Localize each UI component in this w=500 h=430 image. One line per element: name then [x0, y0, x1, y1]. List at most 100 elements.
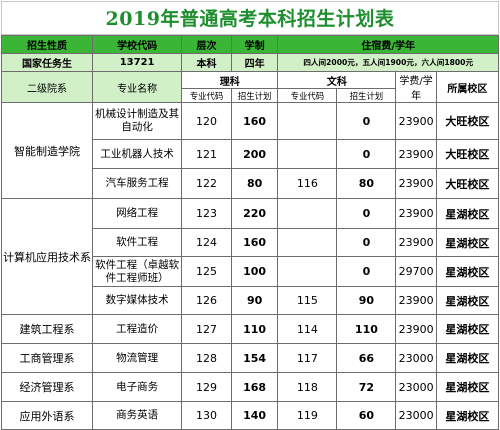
science-plan-cell: 110	[230, 314, 279, 344]
header-row: 招生性质 学校代码 层次 学制 住宿费/学年	[0, 35, 499, 54]
campus-cell: 大旺校区	[435, 139, 500, 169]
header-accommodation-fee: 住宿费/学年	[277, 35, 499, 54]
arts-plan-cell: 72	[336, 372, 397, 402]
arts-code-cell	[277, 102, 338, 140]
table-row: 软件工程（卓越软件工程师班） 125 100 0 29700 星湖校区	[2, 256, 500, 287]
info-row: 国家任务生 13721 本科 四年 四人间2000元，五人间1900元，六人间1…	[0, 53, 499, 72]
table-row: 数字媒体技术 126 90 115 90 23900 星湖校区	[2, 286, 500, 315]
science-plan-cell: 80	[230, 168, 279, 199]
subheader-major: 专业名称	[92, 71, 183, 103]
dept-cell: 经济管理系	[0, 372, 94, 402]
science-plan-cell: 200	[230, 139, 279, 169]
science-plan-cell: 160	[230, 228, 279, 257]
header-level: 层次	[181, 35, 232, 54]
campus-cell: 星湖校区	[435, 198, 500, 229]
tuition-cell: 23000	[395, 343, 437, 373]
tuition-cell: 23900	[395, 286, 437, 315]
table-row: 建筑工程系 工程造价 127 110 114 110 23900 星湖校区	[0, 314, 500, 344]
major-cell: 电子商务	[92, 372, 183, 402]
info-accommodation-fee: 四人间2000元，五人间1900元，六人间1800元	[277, 53, 499, 72]
subheader-science: 理科	[181, 70, 279, 90]
tuition-cell: 23000	[395, 372, 437, 402]
arts-code-cell: 118	[277, 372, 338, 402]
subheader-dept: 二级院系	[0, 71, 94, 103]
tuition-cell: 29700	[395, 256, 437, 287]
science-code-cell: 129	[181, 372, 232, 402]
arts-code-cell: 117	[277, 343, 338, 373]
table-row: 应用外语系 商务英语 130 140 119 60 23000 星湖校区	[0, 401, 500, 430]
science-code-cell: 124	[181, 228, 232, 257]
dept-cell: 工商管理系	[0, 343, 94, 373]
campus-cell: 大旺校区	[435, 102, 500, 140]
major-cell: 软件工程	[92, 228, 183, 257]
tuition-cell: 23900	[395, 139, 437, 169]
enrollment-plan-table: 招生性质 学校代码 层次 学制 住宿费/学年 国家任务生 13721 本科 四年…	[0, 35, 500, 430]
tuition-cell: 23900	[395, 102, 437, 140]
science-plan-cell: 160	[230, 102, 279, 140]
major-cell: 商务英语	[92, 401, 183, 430]
major-cell: 工程造价	[92, 314, 183, 344]
arts-plan-cell: 90	[336, 286, 397, 315]
arts-code-cell: 116	[277, 168, 338, 199]
tuition-cell: 23000	[395, 401, 437, 430]
table-row: 软件工程 124 160 0 23900 星湖校区	[2, 228, 500, 257]
major-cell: 软件工程（卓越软件工程师班）	[92, 256, 183, 287]
science-code-cell: 123	[181, 198, 232, 229]
science-code-cell: 125	[181, 256, 232, 287]
dept-cell: 计算机应用技术系	[0, 198, 94, 315]
info-enrollment-type: 国家任务生	[0, 53, 94, 72]
science-code-cell: 122	[181, 168, 232, 199]
dept-cell: 智能制造学院	[0, 102, 94, 199]
header-duration: 学制	[230, 35, 279, 54]
arts-plan-cell: 0	[336, 198, 397, 229]
table-row: 工业机器人技术 121 200 0 23900 大旺校区	[2, 139, 500, 169]
arts-plan-cell: 110	[336, 314, 397, 344]
campus-cell: 大旺校区	[435, 168, 500, 199]
subheader-science-plan: 招生计划	[230, 88, 279, 103]
science-plan-cell: 100	[230, 256, 279, 287]
arts-code-cell	[277, 256, 338, 287]
major-cell: 物流管理	[92, 343, 183, 373]
subheader-row-1: 二级院系 专业名称 理科 文科 学费/学年 所属校区	[0, 70, 500, 103]
subheader-arts: 文科	[277, 70, 397, 90]
header-school-code: 学校代码	[92, 35, 183, 54]
science-code-cell: 127	[181, 314, 232, 344]
campus-cell: 星湖校区	[435, 372, 500, 402]
arts-plan-cell: 66	[336, 343, 397, 373]
dept-cell: 应用外语系	[0, 401, 94, 430]
subheader-arts-plan: 招生计划	[336, 88, 397, 103]
page-title: 2019年普通高考本科招生计划表	[1, 1, 499, 35]
info-duration: 四年	[230, 53, 279, 72]
major-cell: 网络工程	[92, 198, 183, 229]
table-row: 工商管理系 物流管理 128 154 117 66 23000 星湖校区	[0, 343, 500, 373]
campus-cell: 星湖校区	[435, 286, 500, 315]
science-plan-cell: 154	[230, 343, 279, 373]
science-code-cell: 120	[181, 102, 232, 140]
arts-code-cell: 119	[277, 401, 338, 430]
arts-plan-cell: 0	[336, 256, 397, 287]
science-plan-cell: 140	[230, 401, 279, 430]
campus-cell: 星湖校区	[435, 314, 500, 344]
info-school-code: 13721	[92, 53, 183, 72]
science-code-cell: 128	[181, 343, 232, 373]
arts-code-cell	[277, 198, 338, 229]
header-enrollment-type: 招生性质	[0, 35, 94, 54]
subheader-arts-code: 专业代码	[277, 88, 338, 103]
table-row: 计算机应用技术系 网络工程 123 220 0 23900 星湖校区	[0, 198, 500, 315]
tuition-cell: 23900	[395, 314, 437, 344]
campus-cell: 星湖校区	[435, 343, 500, 373]
tuition-cell: 23900	[395, 168, 437, 199]
arts-code-cell: 115	[277, 286, 338, 315]
tuition-cell: 23900	[395, 228, 437, 257]
arts-plan-cell: 60	[336, 401, 397, 430]
science-plan-cell: 90	[230, 286, 279, 315]
arts-plan-cell: 0	[336, 228, 397, 257]
major-cell: 工业机器人技术	[92, 139, 183, 169]
major-cell: 数字媒体技术	[92, 286, 183, 315]
table-row: 智能制造学院 机械设计制造及其自动化 120 160 0 23900 大旺校区	[0, 102, 500, 199]
dept-cell: 建筑工程系	[0, 314, 94, 344]
science-code-cell: 121	[181, 139, 232, 169]
arts-code-cell	[277, 228, 338, 257]
arts-plan-cell: 0	[336, 102, 397, 140]
science-plan-cell: 168	[230, 372, 279, 402]
